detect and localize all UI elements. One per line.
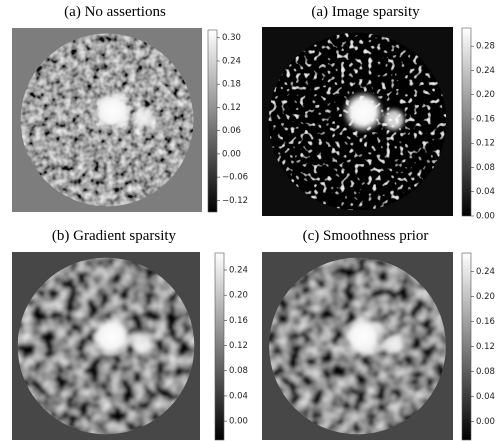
lesion-large	[342, 91, 384, 133]
colorbar-tick-label: 0.08	[476, 163, 495, 173]
colorbar-tick-label: 0.04	[229, 391, 248, 401]
colorbar-tick-label: 0.24	[476, 267, 495, 277]
colorbar-tick-label: 0.28	[476, 42, 495, 52]
colorbar-tick-label: 0.20	[476, 292, 495, 302]
lesion-small	[130, 332, 154, 356]
lesion-large	[342, 316, 384, 358]
panel-title: (a) No assertions	[64, 4, 166, 20]
panel: (c) Smoothness prior 0.24 0.20 0.16 0.12 0.08…	[262, 228, 495, 440]
colorbar-tick-label: 0.00	[222, 149, 241, 159]
colorbar-tick-label: −0.12	[222, 196, 248, 206]
panel-title: (b) Gradient sparsity	[52, 228, 177, 244]
colorbar-tick-label: 0.04	[476, 187, 495, 197]
panel-title: (a) Image sparsity	[311, 4, 420, 20]
colorbar-tick-label: 0.24	[476, 66, 495, 76]
lesion-small	[131, 106, 156, 131]
colorbar-tick-label: 0.12	[476, 342, 495, 352]
colorbar	[208, 30, 217, 212]
lesion-large	[92, 90, 134, 132]
panel-title: (c) Smoothness prior	[303, 228, 429, 244]
colorbar-tick-label: 0.04	[476, 392, 495, 402]
lesion-small	[381, 332, 406, 357]
colorbar-tick-label: 0.00	[476, 212, 495, 222]
colorbar-tick-label: 0.08	[229, 366, 248, 376]
colorbar-tick-label: 0.06	[222, 126, 241, 136]
panel: (a) No assertions 0.30 0.24 0.18 0.12 0.06 0.0…	[12, 4, 248, 212]
colorbar-tick-label: 0.20	[476, 90, 495, 100]
colorbar-tick-label: 0.12	[476, 139, 495, 149]
lesion-large	[91, 316, 132, 357]
colorbar-tick-label: 0.00	[476, 417, 495, 427]
colorbar-tick-label: 0.16	[476, 114, 495, 124]
colorbar-tick-label: 0.24	[222, 56, 241, 66]
colorbar-tick-label: 0.12	[222, 103, 241, 113]
colorbar-tick-label: 0.12	[229, 341, 248, 351]
colorbar	[462, 253, 471, 440]
colorbar-tick-label: 0.00	[229, 417, 248, 427]
colorbar-tick-label: 0.08	[476, 367, 495, 377]
colorbar	[462, 28, 471, 216]
colorbar-tick-label: −0.06	[222, 173, 248, 183]
colorbar-tick-label: 0.30	[222, 33, 241, 43]
colorbar-tick-label: 0.20	[229, 291, 248, 301]
colorbar-tick-label: 0.16	[229, 316, 248, 326]
colorbar	[215, 253, 224, 440]
figure: (a) No assertions 0.30 0.24 0.18 0.12 0.06 0.0…	[0, 0, 500, 441]
colorbar-tick-label: 0.18	[222, 80, 241, 90]
colorbar-tick-label: 0.16	[476, 317, 495, 327]
colorbar-tick-label: 0.24	[229, 266, 248, 276]
lesion-small	[381, 107, 406, 132]
panel: (a) Image sparsity 0.28 0.24 0.20 0.16 0.12 0.…	[262, 4, 495, 222]
panel: (b) Gradient sparsity 0.24 0.20 0.16 0.12 0.0…	[12, 228, 248, 440]
